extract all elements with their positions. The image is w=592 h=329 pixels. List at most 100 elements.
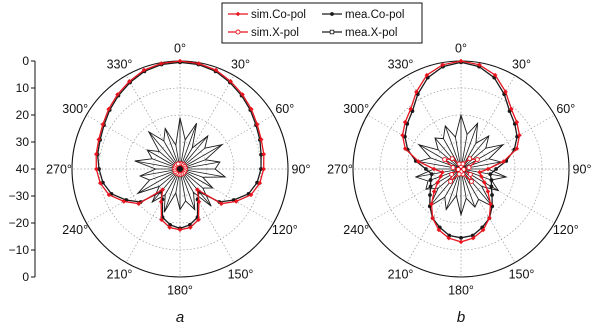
data-point (458, 239, 464, 245)
series-sim-x-pol (172, 161, 188, 177)
data-point (449, 171, 455, 177)
data-point (489, 178, 494, 182)
series-sim-x-pol (442, 156, 480, 184)
data-point (96, 137, 102, 142)
data-point (240, 92, 245, 97)
data-point (514, 146, 520, 151)
data-point (248, 192, 254, 198)
angle-tick-label: 150° (509, 267, 535, 281)
data-point (429, 201, 434, 207)
data-point (159, 217, 164, 223)
radial-axis: 0 10 20 30 40 −30 −20 −10 0 (9, 54, 36, 284)
angle-tick-label: 90° (573, 163, 592, 177)
data-spoke (179, 123, 197, 170)
data-point (159, 61, 164, 66)
radial-tick-label: −30 (9, 189, 30, 203)
data-point (468, 178, 474, 184)
data-point (261, 166, 266, 172)
series-sim-co-pol (400, 58, 522, 245)
legend-marker (235, 11, 241, 17)
angle-tick-label: 0° (174, 42, 186, 56)
data-point (458, 58, 464, 64)
data-point (428, 178, 433, 182)
angle-tick-label: 330° (388, 58, 414, 72)
series-mea-co-pol (402, 60, 520, 240)
data-point (429, 172, 434, 177)
data-point (424, 72, 430, 78)
legend-box (221, 2, 423, 44)
data-spoke (460, 144, 504, 170)
data-point (503, 89, 508, 95)
angle-tick-label: 270° (46, 163, 72, 177)
data-point (254, 122, 260, 127)
data-point (100, 122, 106, 127)
legend-entry: sim.X-pol (228, 27, 299, 39)
data-point (196, 217, 201, 223)
data-point (158, 199, 164, 205)
data-point (136, 201, 141, 207)
angle-tick-label: 300° (62, 102, 88, 116)
data-point (478, 174, 484, 179)
data-point (470, 235, 476, 241)
data-point (477, 169, 482, 175)
legend: sim.Co-pol mea.Co-pol sim.X-pol mea.X-pol (221, 2, 423, 44)
data-point (196, 61, 201, 66)
data-point (121, 199, 127, 204)
data-point (97, 167, 101, 171)
angle-tick-label: 90° (292, 163, 311, 177)
angle-tick-label: 30° (231, 58, 250, 72)
legend-marker (329, 29, 335, 35)
data-spoke (429, 168, 462, 207)
legend-entry: mea.X-pol (322, 27, 397, 39)
data-point (456, 161, 462, 167)
data-point (487, 215, 492, 221)
data-point (489, 184, 494, 189)
angle-tick-label: 0° (455, 42, 467, 56)
angle-tick-label: 150° (228, 267, 254, 281)
data-point (400, 132, 405, 138)
radial-tick-label: 40 (16, 162, 30, 176)
data-spoke (460, 158, 490, 170)
data-point (435, 180, 440, 185)
data-point (428, 184, 433, 189)
data-point (509, 106, 514, 112)
data-spoke (148, 131, 181, 170)
data-spoke (460, 135, 490, 170)
legend-marker (330, 12, 334, 16)
angle-tick-label: 60° (275, 102, 294, 116)
radial-tick-label: −10 (9, 243, 30, 257)
data-spoke (137, 168, 181, 194)
legend-entry: sim.Co-pol (228, 9, 306, 21)
data-point (219, 201, 224, 207)
data-point (492, 72, 498, 78)
radial-tick-label: 10 (16, 81, 30, 95)
data-point (477, 62, 482, 68)
subplot-label: b (457, 309, 465, 326)
angle-tick-label: 270° (327, 163, 353, 177)
data-point (424, 167, 428, 171)
radial-tick-label: 30 (16, 135, 30, 149)
angle-tick-label: 210° (388, 267, 414, 281)
data-point (494, 167, 498, 171)
data-spoke (460, 168, 493, 207)
data-spoke (430, 157, 462, 170)
data-point (456, 171, 462, 177)
legend-label: mea.X-pol (345, 27, 397, 39)
data-point (141, 67, 147, 73)
data-point (440, 169, 445, 175)
data-spoke (179, 144, 223, 170)
data-point (442, 157, 448, 163)
data-point (440, 62, 445, 68)
data-point (455, 167, 461, 172)
series-mea-co-pol (95, 60, 263, 231)
data-point (228, 79, 233, 84)
data-point (196, 199, 202, 205)
data-point (416, 159, 421, 164)
data-point (213, 67, 219, 73)
legend-label: sim.Co-pol (251, 9, 306, 21)
data-point (259, 167, 263, 171)
data-point (449, 156, 455, 162)
data-spoke (437, 168, 462, 189)
data-point (459, 235, 463, 240)
angle-tick-label: 60° (556, 102, 575, 116)
